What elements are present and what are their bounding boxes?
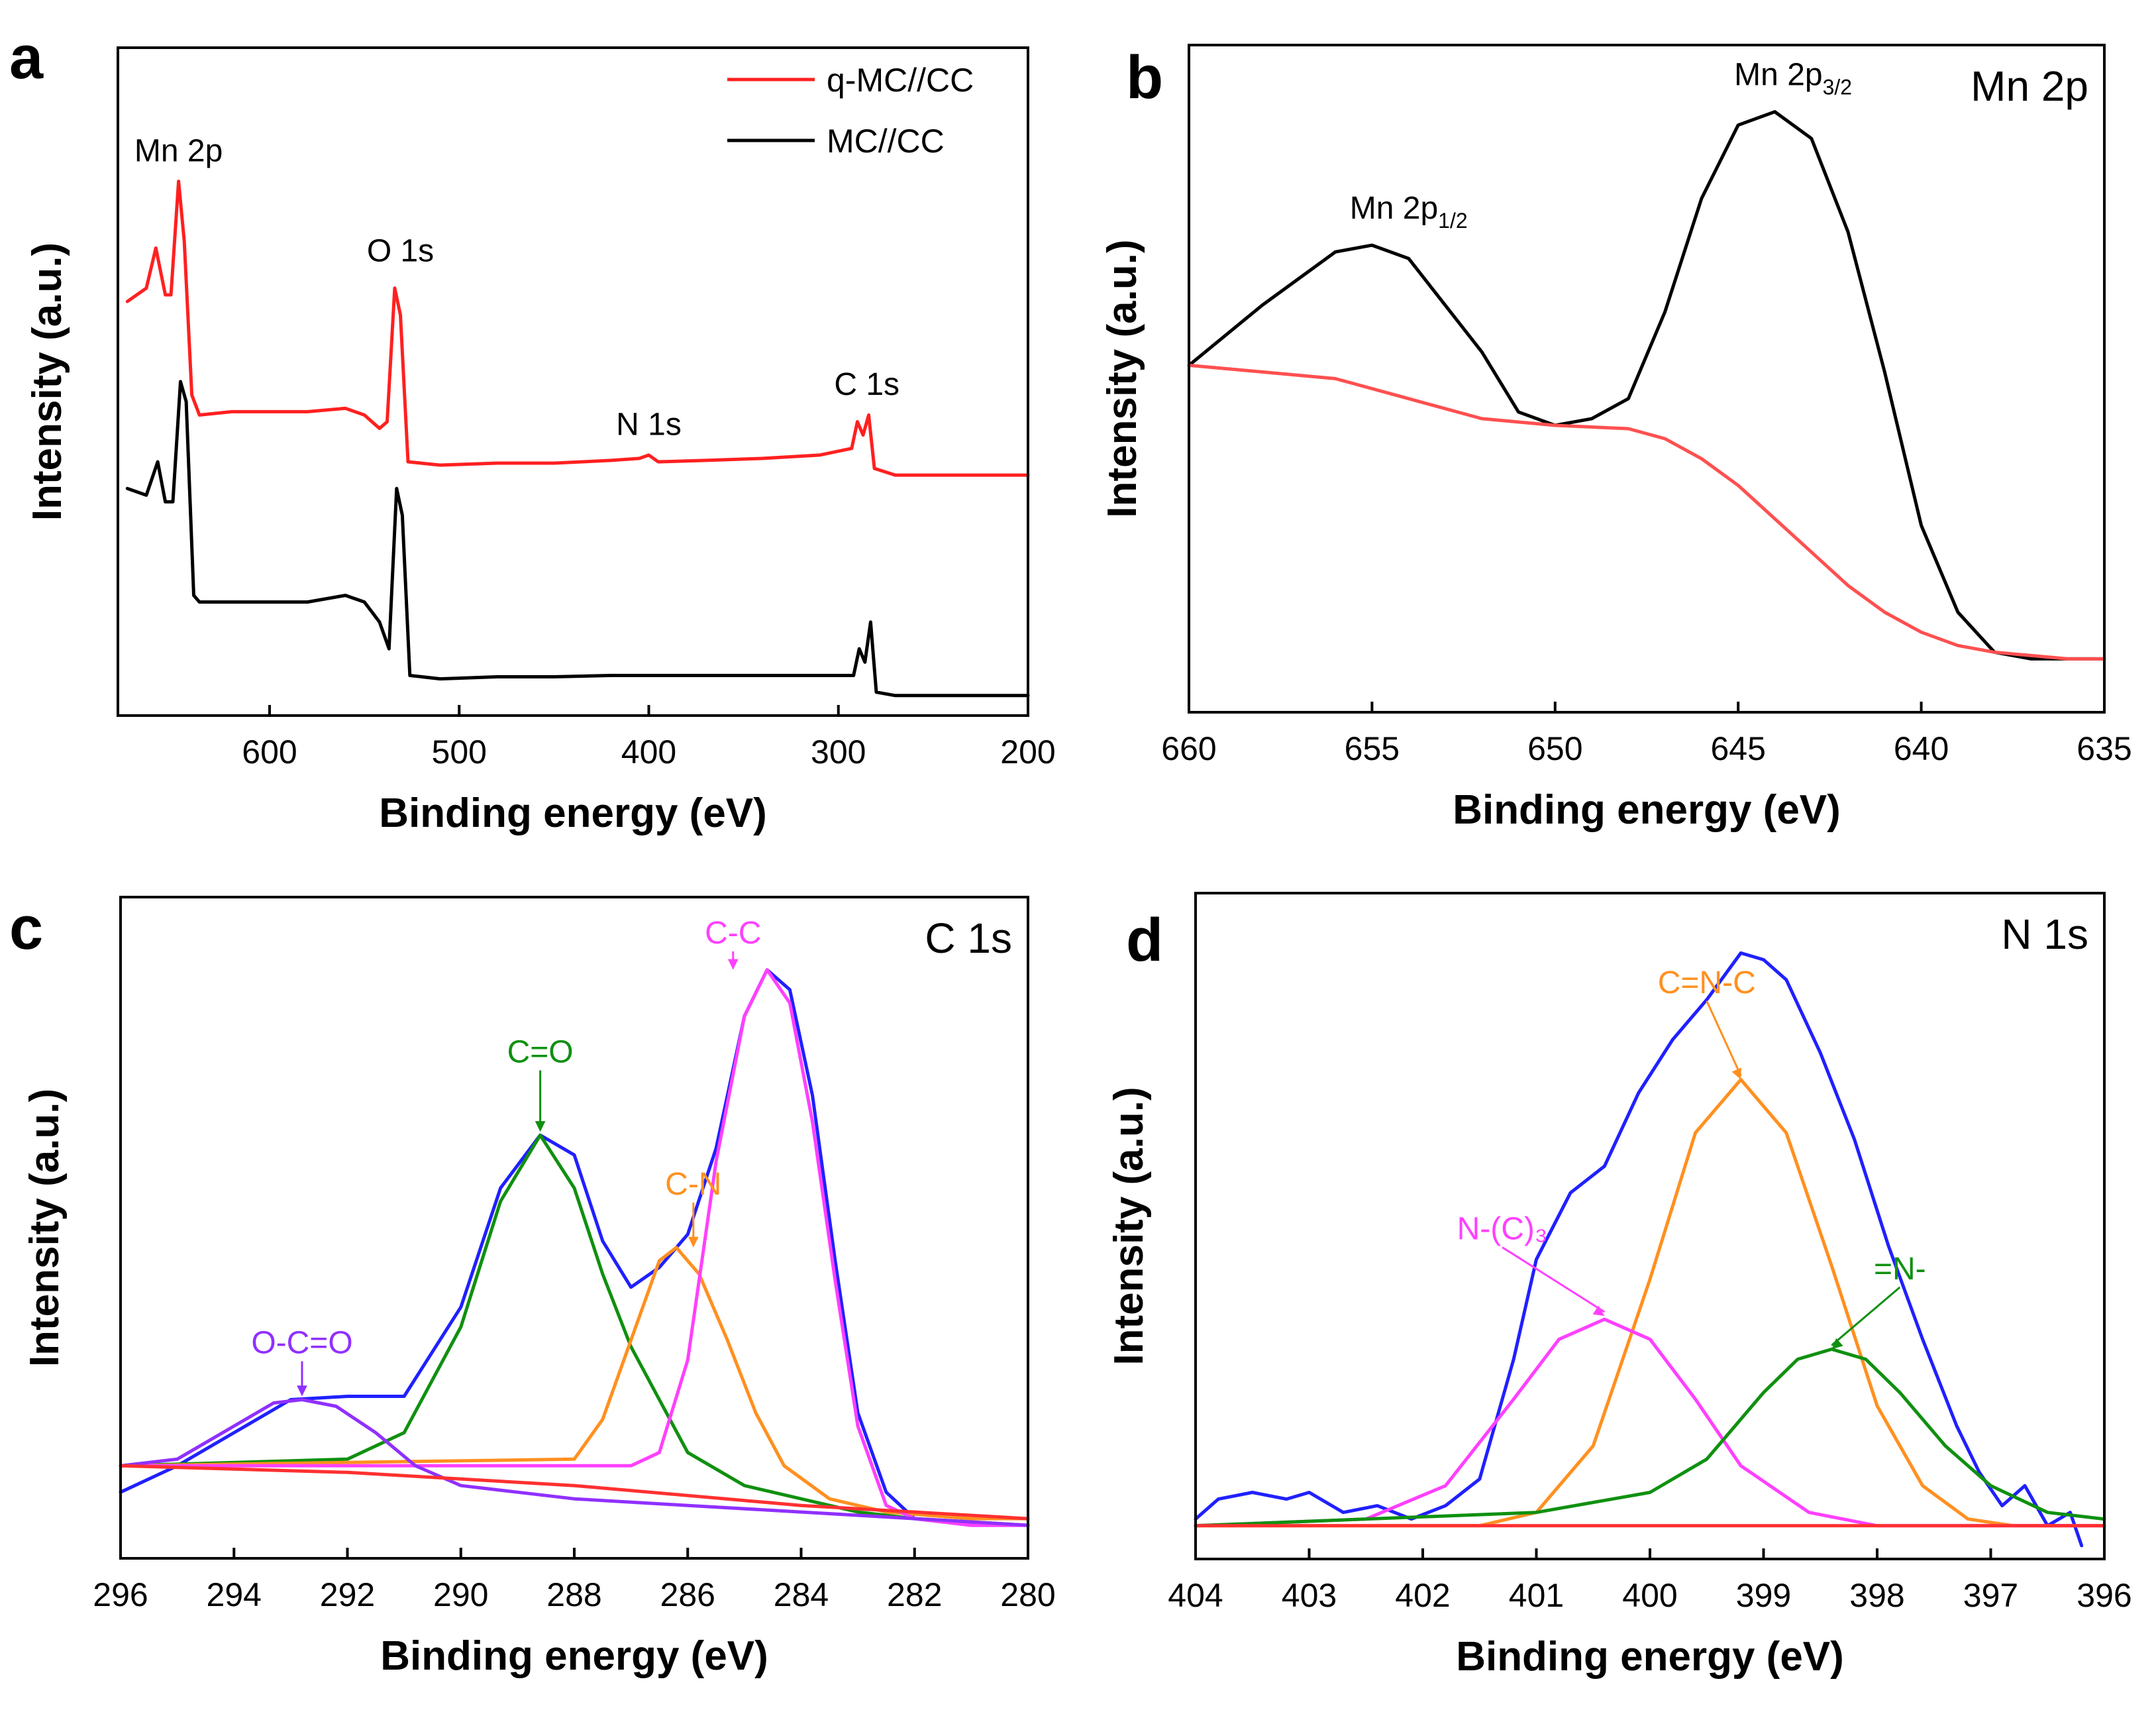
annotation-arrowhead: [1592, 1305, 1605, 1316]
panel-letter: d: [1126, 906, 1163, 974]
panel-letter: b: [1126, 44, 1163, 111]
x-tick-label: 500: [432, 733, 487, 771]
annotation-arrowhead: [297, 1385, 307, 1397]
peak-label: C=N-C: [1658, 965, 1756, 1000]
x-tick-label: 645: [1710, 730, 1765, 767]
x-tick-label: 404: [1168, 1577, 1223, 1614]
series-line-c-o: [119, 1133, 1030, 1527]
x-tick-label: 400: [621, 733, 676, 771]
annotation-arrowhead: [727, 959, 739, 970]
panel-a: 600 500 400 300 200 Binding energy (eV) Intens…: [9, 24, 1056, 836]
peak-label: Mn 2p1/2: [1350, 191, 1468, 233]
annotation-arrowhead: [688, 1236, 699, 1248]
peak-label: C=O: [507, 1035, 574, 1070]
y-axis-title: Intensity (a.u.): [25, 242, 70, 521]
panel-letter: a: [9, 24, 44, 91]
x-tick-label: 280: [1000, 1576, 1055, 1613]
y-axis-title: Intensity (a.u.): [1100, 239, 1145, 517]
x-tick-label: 600: [242, 733, 297, 771]
x-tick-label: 650: [1527, 730, 1582, 767]
x-tick-label: 200: [1000, 733, 1055, 771]
panel-d: 404 403 402 401 400 399 398 397 396 Binding energ…: [1106, 892, 2132, 1680]
peak-label: C-C: [705, 916, 761, 951]
panel-b: 660 655 650 645 640 635 Binding energy (eV) Int…: [1100, 44, 2132, 833]
peak-label: O 1s: [367, 234, 434, 269]
plot-frame: [1188, 44, 2106, 714]
peak-label: Mn 2p: [134, 133, 223, 168]
peak-label: =N-: [1874, 1252, 1926, 1287]
x-tick-label: 402: [1395, 1577, 1450, 1614]
panel-title: N 1s: [2001, 910, 2088, 958]
plot-frame: [117, 46, 1029, 717]
annotation-arrowhead: [1731, 1067, 1741, 1080]
panel-c: 296 294 292 290 288 286 284 282 280 Binding energ…: [9, 894, 1056, 1679]
y-axis-title: Intensity (a.u.): [1106, 1087, 1152, 1365]
x-tick-label: 292: [320, 1576, 375, 1613]
peak-label: N 1s: [616, 407, 682, 443]
peak-label: O-C=O: [251, 1326, 352, 1361]
legend-label: q-MC//CC: [827, 62, 974, 99]
annotation-arrowhead: [1831, 1338, 1843, 1350]
x-axis-title: Binding energy (eV): [380, 1633, 768, 1679]
series-line--n-: [1194, 1347, 2106, 1528]
x-axis-title: Binding energy (eV): [379, 790, 767, 836]
x-tick-label: 396: [2077, 1577, 2131, 1614]
y-axis-title: Intensity (a.u.): [22, 1089, 68, 1367]
x-tick-label: 300: [811, 733, 866, 771]
x-axis-title: Binding energy (eV): [1456, 1634, 1844, 1680]
x-tick-label: 282: [887, 1576, 942, 1613]
annotation-arrow: [1502, 1246, 1606, 1313]
x-tick-label: 640: [1894, 730, 1949, 767]
x-tick-label: 294: [207, 1576, 262, 1613]
annotation-arrowhead: [535, 1121, 546, 1132]
series-line-o-c-o: [119, 1398, 1030, 1527]
annotation-arrow: [1706, 1000, 1742, 1077]
series-line-background: [119, 1464, 1030, 1521]
x-tick-label: 288: [546, 1576, 601, 1613]
x-tick-label: 403: [1282, 1577, 1337, 1614]
x-axis-title: Binding energy (eV): [1453, 787, 1841, 833]
series-line-background: [1187, 363, 2106, 661]
series-line-c-n-c: [1194, 1077, 2106, 1528]
x-tick-label: 397: [1963, 1577, 2018, 1614]
x-tick-label: 284: [774, 1576, 829, 1613]
x-tick-label: 290: [433, 1576, 488, 1613]
peak-label: N-(C)₃: [1457, 1212, 1548, 1247]
legend-label: MC//CC: [827, 123, 945, 160]
annotation-arrow: [1831, 1286, 1901, 1346]
panel-letter: c: [9, 894, 43, 962]
peak-label: Mn 2p3/2: [1734, 57, 1852, 99]
x-tick-label: 286: [660, 1576, 715, 1613]
x-tick-label: 655: [1345, 730, 1400, 767]
series-line-envelope: [1194, 951, 2084, 1548]
series-line-mn-2p-spectrum: [1187, 110, 2106, 661]
panel-title: Mn 2p: [1971, 62, 2088, 110]
x-tick-label: 398: [1849, 1577, 1904, 1614]
x-tick-label: 400: [1622, 1577, 1677, 1614]
peak-label: C 1s: [834, 367, 899, 402]
x-tick-label: 635: [2077, 730, 2131, 767]
panel-title: C 1s: [925, 914, 1012, 962]
x-tick-label: 660: [1161, 730, 1216, 767]
series-line-envelope: [119, 968, 1030, 1527]
series-line-mc-cc: [125, 380, 1030, 698]
x-tick-label: 296: [93, 1576, 148, 1613]
series-line-q-mc-cc: [125, 180, 1030, 477]
x-tick-label: 401: [1509, 1577, 1564, 1614]
series-line-c-c: [119, 968, 1030, 1527]
x-tick-label: 399: [1736, 1577, 1791, 1614]
peak-label: C-N: [665, 1167, 721, 1202]
